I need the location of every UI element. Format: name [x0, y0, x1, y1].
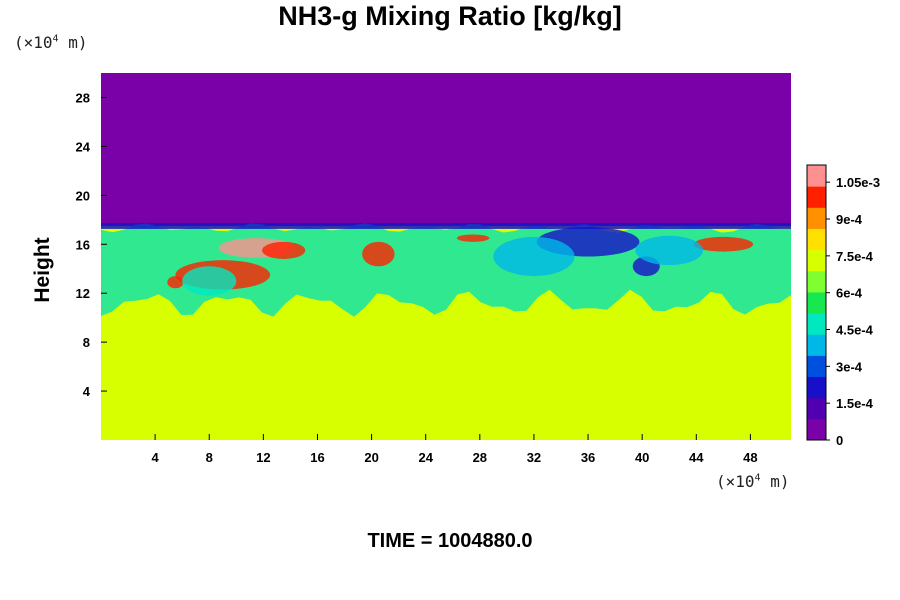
x-tick-label: 40: [635, 450, 649, 465]
colorbar-step: [807, 270, 826, 293]
field-feature-6: [693, 236, 754, 252]
x-tick-label: 12: [256, 450, 270, 465]
y-tick-label: 20: [76, 188, 90, 203]
time-label: TIME = 1004880.0: [367, 530, 533, 552]
y-tick-label: 16: [76, 237, 90, 252]
colorbar-step: [807, 334, 826, 356]
colorbar-step: [807, 228, 826, 251]
colorbar-step: [807, 165, 826, 187]
colorbar-step: [807, 249, 826, 272]
x-tick-label: 24: [418, 450, 433, 465]
field-feature-3: [167, 276, 184, 289]
x-tick-label: 4: [152, 450, 160, 465]
mixing-ratio-field: [101, 73, 791, 440]
field-feature-5: [456, 234, 490, 242]
x-tick-label: 44: [689, 450, 704, 465]
colorbar-tick-label: 1.5e-4: [836, 396, 874, 411]
colorbar-step: [807, 207, 826, 229]
y-tick-label: 8: [83, 335, 90, 350]
y-tick-label: 12: [76, 286, 90, 301]
field-feature-9: [493, 236, 575, 277]
field-feature-10: [182, 266, 237, 296]
x-tick-label: 8: [206, 450, 213, 465]
y-axis-ticks: 4 8 12 16 20 24 28: [76, 90, 107, 399]
chart-title: NH3-g Mixing Ratio [kg/kg]: [278, 1, 622, 31]
field-feature-4: [362, 241, 395, 267]
colorbar-step: [807, 355, 826, 378]
colorbar-frame: [806, 164, 827, 441]
x-tick-label: 48: [743, 450, 757, 465]
y-tick-label: 28: [76, 90, 90, 105]
y-axis-unit: (×104 m): [14, 33, 88, 52]
inversion-band: [101, 222, 791, 229]
colorbar-tick-label: 6e-4: [836, 286, 863, 301]
x-axis-ticks: 4 8 12 16 20 24 28 32 36 40 44 48: [152, 434, 758, 465]
colorbar-tick-label: 3e-4: [836, 359, 863, 374]
x-axis-unit: (×104 m): [716, 472, 790, 491]
y-tick-label: 24: [76, 139, 91, 154]
colorbar-step: [807, 186, 826, 208]
y-tick-label: 4: [83, 384, 91, 399]
colorbar-tick-label: 1.05e-3: [836, 175, 880, 190]
x-tick-label: 20: [364, 450, 378, 465]
field-feature-11: [635, 235, 704, 266]
x-tick-label: 16: [310, 450, 324, 465]
field-feature-2: [262, 241, 306, 259]
colorbar-tick-label: 9e-4: [836, 212, 863, 227]
colorbar-tick-label: 4.5e-4: [836, 323, 874, 338]
colorbar-step: [807, 313, 826, 335]
x-tick-label: 36: [581, 450, 595, 465]
colorbar-step: [807, 291, 826, 314]
colorbar-step: [807, 376, 826, 399]
colorbar-step: [807, 418, 826, 441]
upper-layer: [101, 73, 791, 226]
colorbar: 0 1.5e-4 3e-4 4.5e-4 6e-4 7.5e-4 9e-4 1.05e-3: [806, 164, 880, 448]
colorbar-step: [807, 397, 826, 420]
colorbar-tick-label: 7.5e-4: [836, 249, 874, 264]
x-tick-label: 32: [527, 450, 541, 465]
colorbar-tick-label: 0: [836, 433, 843, 448]
x-tick-label: 28: [473, 450, 487, 465]
